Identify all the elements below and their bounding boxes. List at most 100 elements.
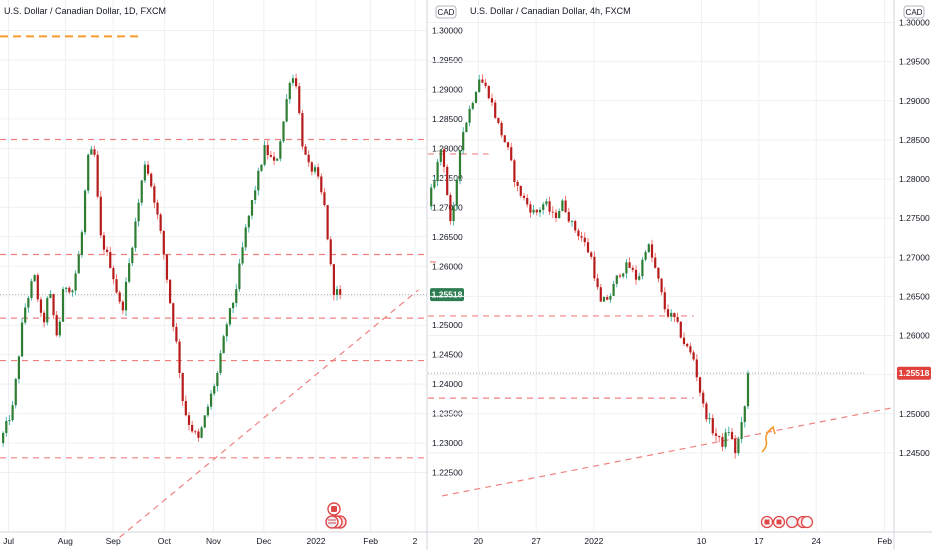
candle-body bbox=[24, 307, 27, 323]
candle-body bbox=[535, 209, 538, 213]
candle-body bbox=[156, 202, 159, 215]
candle-body bbox=[660, 278, 663, 293]
candle-body bbox=[77, 254, 80, 274]
candle-body bbox=[238, 263, 241, 290]
candle-body bbox=[522, 195, 526, 198]
candle-body bbox=[137, 202, 140, 222]
y-tick-label: 1.24500 bbox=[432, 350, 463, 360]
candle-body bbox=[583, 237, 586, 243]
candle-body bbox=[705, 403, 708, 420]
candle-body bbox=[455, 179, 458, 207]
y-tick-label: 1.27000 bbox=[432, 202, 463, 212]
candle-body bbox=[146, 164, 150, 174]
candle-body bbox=[17, 356, 20, 379]
candle-body bbox=[686, 343, 689, 347]
candle-body bbox=[596, 278, 599, 288]
candle-body bbox=[542, 204, 545, 210]
y-tick-label: 1.29500 bbox=[432, 55, 463, 65]
chart-4h[interactable]: U.S. Dollar / Canadian Dollar, 4h, FXCM … bbox=[428, 0, 931, 550]
candle-body bbox=[497, 117, 500, 123]
candle-body bbox=[115, 279, 118, 293]
candle-body bbox=[30, 281, 33, 299]
candle-body bbox=[708, 418, 711, 420]
candle-body bbox=[200, 427, 203, 438]
candle-body bbox=[178, 341, 181, 373]
candle-body bbox=[260, 164, 263, 171]
y-tick-label: 1.28500 bbox=[432, 114, 463, 124]
candle-body bbox=[131, 247, 134, 264]
flag-usa-icon bbox=[325, 515, 347, 529]
candle-body bbox=[689, 346, 692, 353]
candle-body bbox=[481, 79, 484, 83]
candle-body bbox=[551, 211, 554, 213]
candle-body bbox=[714, 433, 718, 436]
candle-body bbox=[5, 420, 8, 433]
candle-body bbox=[323, 192, 326, 206]
y-tick-label: 1.28500 bbox=[899, 135, 930, 145]
candle-body bbox=[165, 254, 169, 280]
y-tick-label: 1.26500 bbox=[432, 232, 463, 242]
candle-body bbox=[513, 160, 516, 182]
y-tick-label: 1.27000 bbox=[899, 252, 930, 262]
candle-body bbox=[71, 290, 74, 293]
chart-daily-last-price: 1.25518 bbox=[432, 290, 463, 300]
chart-4h-last-price: 1.25518 bbox=[899, 368, 930, 378]
candle-body bbox=[61, 288, 65, 322]
chart-daily-currency-badge: CAD bbox=[435, 5, 457, 19]
candle-body bbox=[702, 392, 705, 404]
y-tick-label: 1.23000 bbox=[432, 438, 463, 448]
candle-body bbox=[570, 221, 574, 222]
candle-body bbox=[484, 82, 487, 86]
trendline bbox=[119, 289, 419, 538]
candle-body bbox=[320, 176, 323, 193]
candle-body bbox=[241, 247, 244, 264]
flag-canada-icon bbox=[327, 502, 341, 516]
candle-body bbox=[564, 200, 567, 213]
y-tick-label: 1.25000 bbox=[899, 409, 930, 419]
candle-body bbox=[291, 78, 295, 83]
candle-body bbox=[625, 262, 628, 274]
candle-body bbox=[538, 209, 542, 213]
candle-body bbox=[734, 438, 737, 454]
candle-body bbox=[206, 406, 209, 416]
candle-body bbox=[307, 154, 310, 163]
candle-body bbox=[474, 92, 478, 103]
candle-body bbox=[235, 289, 238, 303]
candle-body bbox=[730, 432, 734, 439]
candle-body bbox=[529, 204, 532, 213]
candle-body bbox=[80, 232, 83, 255]
candle-body bbox=[43, 312, 46, 323]
candle-body bbox=[33, 275, 36, 282]
candle-body bbox=[634, 269, 638, 280]
candle-body bbox=[162, 230, 165, 255]
candle-body bbox=[711, 418, 714, 434]
candle-body bbox=[644, 252, 647, 260]
candle-body bbox=[532, 209, 535, 213]
candle-body bbox=[191, 424, 194, 432]
candle-body bbox=[106, 249, 109, 253]
candle-body bbox=[250, 199, 254, 216]
candle-body bbox=[232, 302, 235, 309]
y-tick-label: 1.27500 bbox=[899, 213, 930, 223]
candle-body bbox=[692, 352, 695, 360]
candle-body bbox=[494, 102, 497, 118]
candle-body bbox=[698, 377, 702, 393]
y-tick-label: 1.25000 bbox=[432, 320, 463, 330]
y-tick-label: 1.26000 bbox=[899, 331, 930, 341]
x-tick-label: 17 bbox=[754, 536, 764, 546]
candle-body bbox=[247, 215, 250, 228]
events-icon-row bbox=[760, 515, 814, 529]
candle-body bbox=[11, 405, 14, 421]
candle-body bbox=[615, 275, 618, 284]
candle-body bbox=[197, 431, 200, 438]
candle-body bbox=[599, 287, 602, 302]
candle-body bbox=[298, 86, 301, 114]
candle-body bbox=[676, 317, 679, 322]
candle-body bbox=[159, 214, 162, 231]
candle-body bbox=[124, 281, 128, 311]
y-tick-label: 1.26000 bbox=[432, 261, 463, 271]
candle-body bbox=[631, 267, 634, 270]
candle-body bbox=[194, 431, 197, 433]
chart-daily-title: U.S. Dollar / Canadian Dollar, 1D, FXCM bbox=[4, 6, 166, 16]
